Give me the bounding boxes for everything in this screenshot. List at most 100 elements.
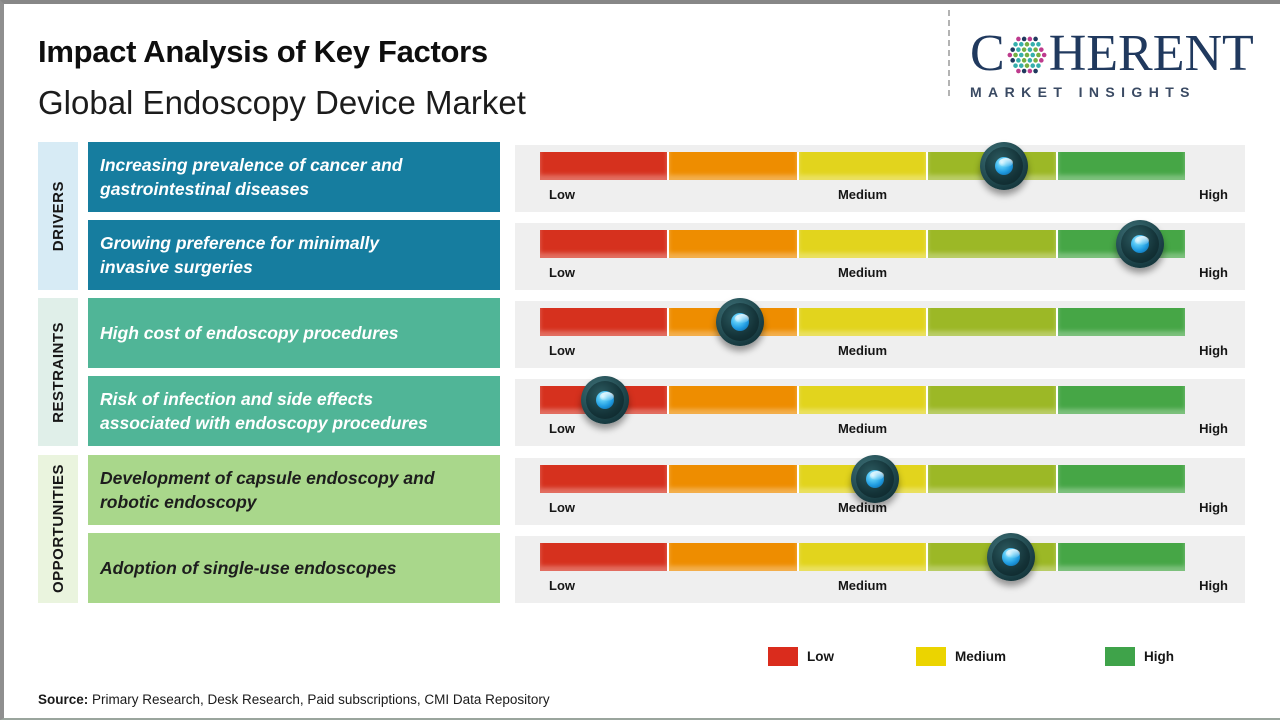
factor-box: Growing preference for minimally invasiv… [88, 220, 500, 290]
impact-marker [980, 142, 1029, 190]
gauge-segment-5 [1057, 308, 1186, 336]
gauge-segment-3 [798, 386, 927, 414]
scale-label-low: Low [549, 187, 575, 202]
marker-gloss [999, 158, 1014, 167]
factor-text: Adoption of single-use endoscopes [100, 557, 397, 578]
gauge-segment-4 [928, 308, 1056, 336]
gauge-segment-3 [798, 152, 927, 180]
category-label: DRIVERS [49, 180, 67, 252]
category-strip-opportunities: OPPORTUNITIES [38, 455, 78, 603]
gauge-segment-3 [798, 308, 927, 336]
factor-text: Growing preference for minimally invasiv… [100, 232, 380, 277]
brand-subtext: MARKET INSIGHTS [970, 84, 1196, 100]
gauge-segment-3 [798, 230, 927, 258]
gauge-segment-2 [669, 230, 797, 258]
legend-swatch-medium [916, 647, 946, 666]
scale-label-high: High [1199, 187, 1228, 202]
scale-label-low: Low [549, 421, 575, 436]
marker-gloss [734, 314, 749, 323]
marker-gloss [1134, 236, 1149, 245]
scale-label-low: Low [549, 578, 575, 593]
gauge-segment-2 [669, 386, 797, 414]
gauge-segment-2 [669, 543, 797, 571]
marker-ring [720, 303, 759, 341]
gauge-row: Low Medium High [515, 455, 1245, 525]
gauge-track [540, 230, 1186, 258]
factor-text: Risk of infection and side effects assoc… [100, 388, 428, 433]
logo-divider [948, 10, 950, 96]
gauge-segment-5 [1057, 465, 1186, 493]
gauge-segment-1 [540, 465, 668, 493]
scale-label-low: Low [549, 500, 575, 515]
scale-label-medium: Medium [837, 421, 888, 436]
scale-label-low: Low [549, 265, 575, 280]
category-label: RESTRAINTS [49, 321, 67, 423]
scale-label-high: High [1199, 500, 1228, 515]
marker-gloss [599, 392, 614, 401]
scale-label-medium: Medium [837, 343, 888, 358]
category-label: OPPORTUNITIES [49, 464, 67, 594]
gauge-segment-3 [798, 543, 927, 571]
marker-ring [985, 147, 1024, 185]
factor-text: Development of capsule endoscopy and rob… [100, 467, 435, 512]
gauge-segment-1 [540, 308, 668, 336]
gauge-segment-2 [669, 152, 797, 180]
gauge-track [540, 152, 1186, 180]
source-line: Source: Primary Research, Desk Research,… [38, 692, 550, 707]
legend-label: Medium [955, 649, 1007, 664]
brand-logo: C HERENT MARKET INSIGHTS [970, 28, 1265, 101]
gauge-segment-4 [928, 465, 1056, 493]
brand-prefix: C [970, 25, 1005, 82]
gauge-track [540, 543, 1186, 571]
impact-marker [986, 533, 1035, 581]
source-text: Primary Research, Desk Research, Paid su… [88, 692, 550, 707]
brand-suffix: HERENT [1048, 25, 1254, 82]
marker-gloss [1005, 549, 1020, 558]
gauge-segment-5 [1057, 152, 1186, 180]
gauge-row: Low Medium High [515, 533, 1245, 603]
gauge-segment-4 [928, 230, 1056, 258]
gauge-row: Low Medium High [515, 376, 1245, 446]
scale-label-high: High [1199, 578, 1228, 593]
gauge-row: Low Medium High [515, 142, 1245, 212]
marker-ring [856, 460, 895, 498]
factor-text: Increasing prevalence of cancer and gast… [100, 154, 403, 199]
marker-ring [1120, 225, 1159, 263]
category-strip-drivers: DRIVERS [38, 142, 78, 290]
legend-swatch-low [768, 647, 798, 666]
gauge-segment-4 [928, 386, 1056, 414]
legend-swatch-high [1105, 647, 1135, 666]
factor-box: Risk of infection and side effects assoc… [88, 376, 500, 446]
page-subtitle: Global Endoscopy Device Market [38, 84, 526, 121]
scale-label-high: High [1199, 265, 1228, 280]
scale-label-high: High [1199, 343, 1228, 358]
gauge-segment-1 [540, 543, 668, 571]
scale-label-low: Low [549, 343, 575, 358]
factor-box: Increasing prevalence of cancer and gast… [88, 142, 500, 212]
source-prefix: Source: [38, 692, 89, 707]
gauge-segment-5 [1057, 386, 1186, 414]
scale-label-medium: Medium [837, 500, 888, 515]
gauge-track [540, 308, 1186, 336]
scale-label-medium: Medium [837, 578, 888, 593]
gauge-segment-1 [540, 152, 668, 180]
legend-item-low: Low [768, 647, 834, 666]
factor-box: High cost of endoscopy procedures [88, 298, 500, 368]
factor-text: High cost of endoscopy procedures [100, 322, 399, 343]
gauge-row: Low Medium High [515, 220, 1245, 290]
gauge-row: Low Medium High [515, 298, 1245, 368]
globe-icon [1006, 34, 1048, 76]
marker-ring [585, 381, 624, 419]
category-strip-restraints: RESTRAINTS [38, 298, 78, 446]
factor-box: Adoption of single-use endoscopes [88, 533, 500, 603]
legend-label: Low [807, 649, 834, 664]
scale-label-medium: Medium [837, 187, 888, 202]
impact-marker [1115, 220, 1164, 268]
gauge-segment-5 [1057, 543, 1186, 571]
brand-wordmark: C HERENT [970, 28, 1265, 80]
legend-item-high: High [1105, 647, 1174, 666]
gauge-track [540, 386, 1186, 414]
impact-marker [715, 298, 764, 346]
marker-ring [991, 538, 1030, 576]
